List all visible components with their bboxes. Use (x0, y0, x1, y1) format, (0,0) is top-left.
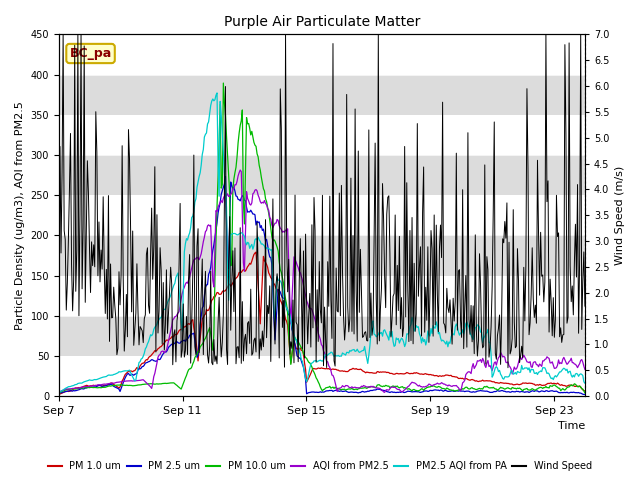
Text: BC_pa: BC_pa (69, 47, 111, 60)
X-axis label: Time: Time (557, 421, 585, 432)
Bar (59, 74, 585, 115)
Y-axis label: Particle Density (ug/m3), AQI from PM2.5: Particle Density (ug/m3), AQI from PM2.5 (15, 101, 25, 330)
Y-axis label: Wind Speed (m/s): Wind Speed (m/s) (615, 166, 625, 265)
Bar (59, 155, 585, 195)
Bar (59, 235, 585, 276)
Bar (59, 316, 585, 356)
Title: Purple Air Particulate Matter: Purple Air Particulate Matter (224, 15, 420, 29)
Legend: PM 1.0 um, PM 2.5 um, PM 10.0 um, AQI from PM2.5, PM2.5 AQI from PA, Wind Speed: PM 1.0 um, PM 2.5 um, PM 10.0 um, AQI fr… (44, 457, 596, 475)
